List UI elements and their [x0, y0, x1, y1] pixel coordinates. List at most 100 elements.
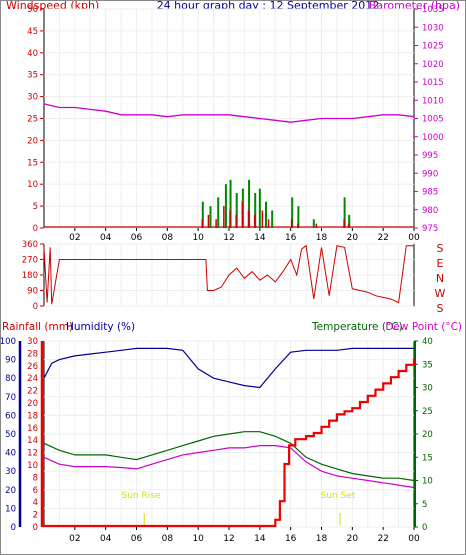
baro-tick-label: 980 — [422, 206, 438, 216]
wind-tick-label: 5 — [33, 202, 38, 212]
wind-grid — [44, 8, 414, 229]
humidity-tick-label: 50 — [5, 430, 16, 440]
direction-grid — [44, 243, 414, 307]
time-tick-label: 06 — [131, 233, 143, 243]
time-tick-label: 12 — [223, 233, 234, 243]
barometer-axis: 975 980 985 990 995 1000 1005 1010 1015 1020 1025 1… — [414, 5, 444, 234]
time-tick-label: 02 — [69, 534, 80, 544]
temperature-tick-label: 0 — [422, 523, 427, 533]
time-tick-label: 20 — [347, 534, 359, 544]
wind-axis: 0 5 10 15 20 25 30 35 40 45 50 — [27, 5, 44, 234]
rain-tick-label: 14 — [27, 436, 38, 446]
humidity-tick-label: 60 — [5, 411, 16, 421]
humidity-tick-label: 40 — [5, 449, 16, 459]
direction-axis: 0 90 180 270 360 — [22, 240, 44, 312]
time-tick-label: 20 — [347, 233, 359, 243]
baro-tick-label: 1035 — [422, 5, 444, 15]
time-tick-label: 08 — [162, 233, 174, 243]
time-tick-label: 14 — [254, 534, 266, 544]
wind-tick-label: 50 — [27, 5, 38, 15]
temp-time-axis: 02 04 06 08 10 12 14 16 18 20 22 00 — [69, 527, 420, 544]
rainfall-line — [44, 358, 416, 528]
time-tick-label: 16 — [285, 233, 297, 243]
rain-tick-label: 16 — [27, 424, 38, 434]
rain-tick-label: 30 — [27, 337, 38, 347]
rain-tick-label: 12 — [27, 449, 38, 459]
barometer-line — [43, 103, 415, 123]
baro-tick-label: 990 — [422, 169, 438, 179]
sunrise-label: Sun Rise — [122, 491, 161, 501]
humidity-line — [43, 347, 414, 389]
time-tick-label: 22 — [377, 233, 388, 243]
time-tick-label: 04 — [100, 534, 112, 544]
baro-tick-label: 1000 — [422, 133, 444, 143]
time-tick-label: 02 — [69, 233, 80, 243]
direction-tick-label: 360 — [22, 240, 38, 250]
wind-tick-label: 30 — [27, 93, 38, 103]
compass-label: N — [436, 272, 444, 285]
humidity-label: Humidity (%) — [66, 321, 135, 333]
time-tick-label: 00 — [408, 534, 420, 544]
dewpoint-line — [43, 445, 415, 489]
wind-series — [43, 103, 415, 228]
humidity-tick-label: 90 — [5, 356, 16, 366]
time-tick-label: 12 — [223, 534, 234, 544]
time-tick-label: 16 — [285, 534, 297, 544]
humidity-tick-label: 100 — [0, 337, 16, 347]
direction-line — [43, 244, 414, 305]
direction-series — [43, 244, 414, 305]
baro-tick-label: 1010 — [422, 96, 444, 106]
wind-tick-label: 10 — [27, 180, 38, 190]
direction-tick-label: 90 — [27, 287, 38, 297]
humidity-axis: 0 10 20 30 40 50 60 70 80 90 100 — [0, 337, 22, 533]
time-tick-label: 04 — [100, 233, 112, 243]
rain-tick-label: 26 — [27, 362, 38, 372]
time-tick-label: 18 — [316, 534, 328, 544]
temperature-axis: 0 5 10 15 20 25 30 35 40 — [414, 337, 433, 533]
temperature-tick-label: 5 — [422, 500, 427, 510]
wind-tick-label: 0 — [33, 224, 38, 234]
temperature-tick-label: 25 — [422, 407, 433, 417]
direction-tick-label: 0 — [33, 302, 38, 312]
wind-tick-label: 20 — [27, 136, 38, 146]
wind-tick-label: 45 — [27, 27, 38, 37]
rain-tick-label: 24 — [27, 374, 38, 384]
wind-tick-label: 35 — [27, 71, 38, 81]
humidity-tick-label: 20 — [5, 486, 16, 496]
humidity-tick-label: 80 — [5, 374, 16, 384]
baro-tick-label: 1030 — [422, 23, 444, 33]
temperature-tick-label: 15 — [422, 453, 433, 463]
baro-tick-label: 1005 — [422, 115, 444, 125]
direction-tick-label: 270 — [22, 256, 38, 266]
humidity-tick-label: 70 — [5, 393, 16, 403]
wind-tick-label: 40 — [27, 49, 38, 59]
wind-time-axis: 02 04 06 08 10 12 14 16 18 20 22 00 — [69, 228, 420, 243]
temp-series — [43, 347, 416, 528]
temperature-tick-label: 35 — [422, 360, 433, 370]
time-tick-label: 22 — [377, 534, 388, 544]
temperature-tick-label: 20 — [422, 430, 433, 440]
temperature-tick-label: 30 — [422, 384, 433, 394]
time-tick-label: 10 — [192, 534, 204, 544]
sunset-label: Sun Set — [321, 491, 356, 501]
rain-tick-label: 20 — [27, 399, 38, 409]
rain-tick-label: 8 — [33, 473, 38, 483]
time-tick-label: 00 — [408, 233, 420, 243]
humidity-tick-label: 30 — [5, 467, 16, 477]
rain-tick-label: 2 — [33, 511, 38, 521]
wind-tick-label: 15 — [27, 158, 38, 168]
humidity-tick-label: 10 — [5, 504, 16, 514]
temperature-line — [43, 431, 415, 482]
time-tick-label: 14 — [254, 233, 266, 243]
rain-tick-label: 22 — [27, 387, 38, 397]
rainfall-label: Rainfall (mm) — [2, 321, 73, 333]
baro-tick-label: 1015 — [422, 78, 444, 88]
rain-tick-label: 28 — [27, 349, 38, 359]
dewpoint-label: Dew Point (°C) — [385, 321, 462, 333]
temperature-tick-label: 10 — [422, 477, 433, 487]
rain-tick-label: 10 — [27, 461, 38, 471]
time-tick-label: 18 — [316, 233, 328, 243]
rain-tick-label: 4 — [33, 498, 38, 508]
